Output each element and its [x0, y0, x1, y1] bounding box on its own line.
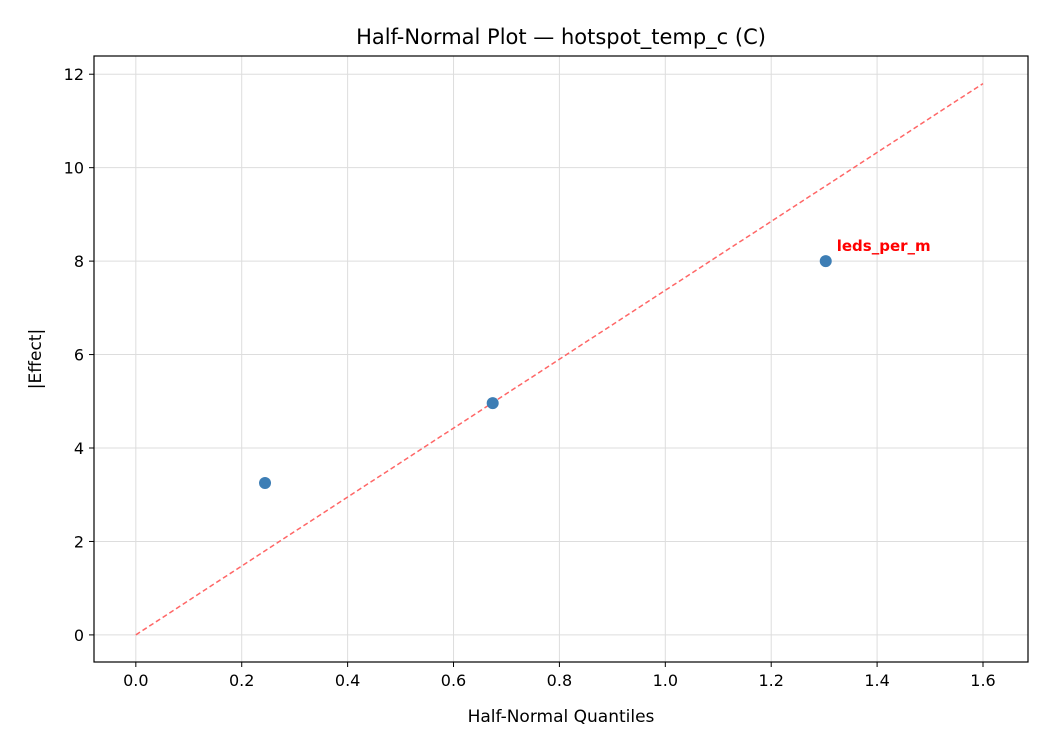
x-tick-label: 0.6	[441, 671, 466, 690]
data-point	[486, 397, 499, 410]
x-tick-label: 1.2	[758, 671, 783, 690]
x-ticks: 0.0 0.2 0.4 0.6 0.8 1.0 1.2 1.4 1.6	[123, 662, 996, 690]
x-tick-label: 0.2	[229, 671, 254, 690]
x-tick-label: 0.4	[335, 671, 360, 690]
y-tick-label: 2	[74, 532, 84, 551]
point-annotation: leds_per_m	[837, 237, 931, 255]
x-tick-label: 1.0	[653, 671, 678, 690]
reference-line	[135, 82, 984, 636]
x-tick-label: 1.4	[864, 671, 889, 690]
chart-title: Half-Normal Plot — hotspot_temp_c (C)	[356, 25, 766, 50]
x-tick-label: 0.0	[123, 671, 148, 690]
x-axis-label: Half-Normal Quantiles	[468, 707, 655, 727]
data-point	[819, 255, 832, 268]
data-point	[259, 477, 272, 490]
x-tick-label: 1.6	[970, 671, 995, 690]
y-tick-label: 10	[64, 159, 84, 178]
points-group: leds_per_m	[259, 237, 931, 490]
y-tick-label: 6	[74, 346, 84, 365]
plot-frame	[93, 55, 1029, 663]
y-ticks: 0 2 4 6 8 10 12	[64, 65, 94, 645]
y-tick-label: 0	[74, 626, 84, 645]
y-tick-label: 8	[74, 252, 84, 271]
x-tick-label: 0.8	[547, 671, 572, 690]
y-axis-label: |Effect|	[26, 329, 46, 389]
y-tick-label: 12	[64, 65, 84, 84]
reference-line-group	[135, 82, 984, 636]
y-tick-label: 4	[74, 439, 84, 458]
